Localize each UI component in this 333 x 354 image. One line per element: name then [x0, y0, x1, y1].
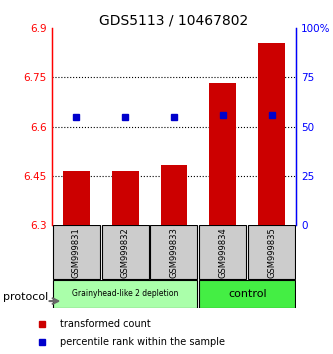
- Text: percentile rank within the sample: percentile rank within the sample: [60, 337, 225, 347]
- Text: control: control: [228, 289, 267, 299]
- Bar: [63, 171, 90, 225]
- Bar: [248, 225, 295, 279]
- Bar: [151, 225, 197, 279]
- Text: GSM999834: GSM999834: [218, 227, 227, 278]
- Text: transformed count: transformed count: [60, 319, 151, 329]
- Bar: [258, 43, 285, 225]
- Bar: [199, 225, 246, 279]
- Text: GSM999833: GSM999833: [169, 227, 178, 278]
- Bar: [209, 83, 236, 225]
- Bar: [199, 280, 295, 308]
- Bar: [53, 280, 197, 308]
- Title: GDS5113 / 10467802: GDS5113 / 10467802: [99, 13, 249, 27]
- Bar: [53, 225, 100, 279]
- Text: GSM999831: GSM999831: [72, 227, 81, 278]
- Bar: [112, 171, 139, 225]
- Text: GSM999832: GSM999832: [121, 227, 130, 278]
- Bar: [161, 165, 187, 225]
- Text: GSM999835: GSM999835: [267, 227, 276, 278]
- Text: protocol: protocol: [3, 292, 49, 302]
- Text: Grainyhead-like 2 depletion: Grainyhead-like 2 depletion: [72, 289, 178, 298]
- Bar: [102, 225, 149, 279]
